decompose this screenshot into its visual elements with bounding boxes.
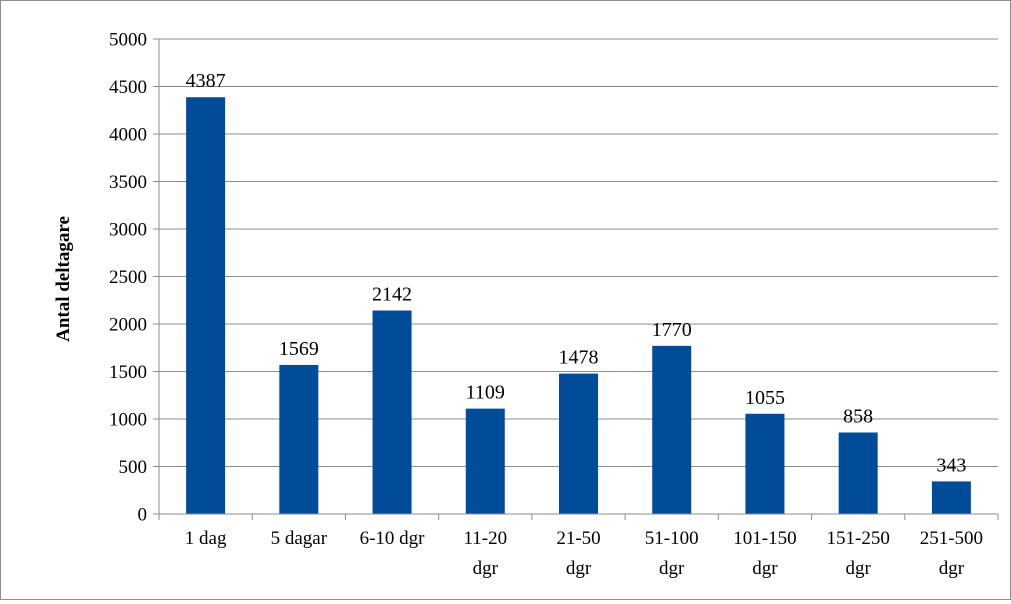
x-tick-label: dgr <box>659 558 685 579</box>
data-label: 1478 <box>559 347 599 369</box>
bar <box>931 481 971 514</box>
bar <box>372 310 412 514</box>
data-label: 2142 <box>372 284 412 306</box>
y-tick-label: 5000 <box>109 30 147 51</box>
x-tick-label: dgr <box>566 558 592 579</box>
x-tick-label: 101-150 <box>733 528 796 549</box>
data-label: 1770 <box>652 319 692 341</box>
data-label: 1109 <box>466 382 505 404</box>
x-tick-label: 6-10 dgr <box>360 528 426 549</box>
y-tick-label: 2500 <box>109 267 147 288</box>
bar <box>745 413 785 514</box>
x-tick-label: 251-500 <box>920 528 983 549</box>
data-label: 4387 <box>186 70 226 92</box>
labels: 0 500 1000 1500 2000 2500 3000 3500 4000 4500 5000… <box>109 30 983 580</box>
data-label: 1055 <box>745 387 785 409</box>
bar <box>465 408 505 514</box>
y-tick-label: 0 <box>138 505 148 526</box>
x-tick-label: 51-100 <box>645 528 699 549</box>
bar <box>186 97 226 515</box>
bar <box>652 345 692 514</box>
x-tick-label: 151-250 <box>827 528 890 549</box>
bar <box>838 432 878 514</box>
y-tick-label: 3500 <box>109 172 147 193</box>
x-tick-label: 11-20 <box>463 528 507 549</box>
y-tick-label: 3000 <box>109 220 147 241</box>
x-tick-label: 21-50 <box>556 528 600 549</box>
x-tick-label: dgr <box>846 558 872 579</box>
y-tick-label: 500 <box>119 457 148 478</box>
y-tick-label: 2000 <box>109 315 147 336</box>
x-tick-label: dgr <box>473 558 499 579</box>
y-tick-label: 4500 <box>109 77 147 98</box>
y-tick-label: 1000 <box>109 410 147 431</box>
bar <box>559 373 598 514</box>
x-tick-label: 1 dag <box>185 528 227 549</box>
x-tick-label: dgr <box>939 558 965 579</box>
y-tick-label: 1500 <box>109 362 147 383</box>
data-label: 1569 <box>279 338 319 360</box>
y-tick-label: 4000 <box>109 125 147 146</box>
bar <box>279 364 319 514</box>
x-tick-label: 5 dagar <box>271 528 328 549</box>
x-tick-label: dgr <box>752 558 778 579</box>
axes <box>153 38 999 520</box>
data-label: 858 <box>843 405 873 427</box>
y-axis-title: Antal deltagare <box>53 216 74 342</box>
bars <box>186 97 971 515</box>
data-label: 343 <box>936 454 966 476</box>
